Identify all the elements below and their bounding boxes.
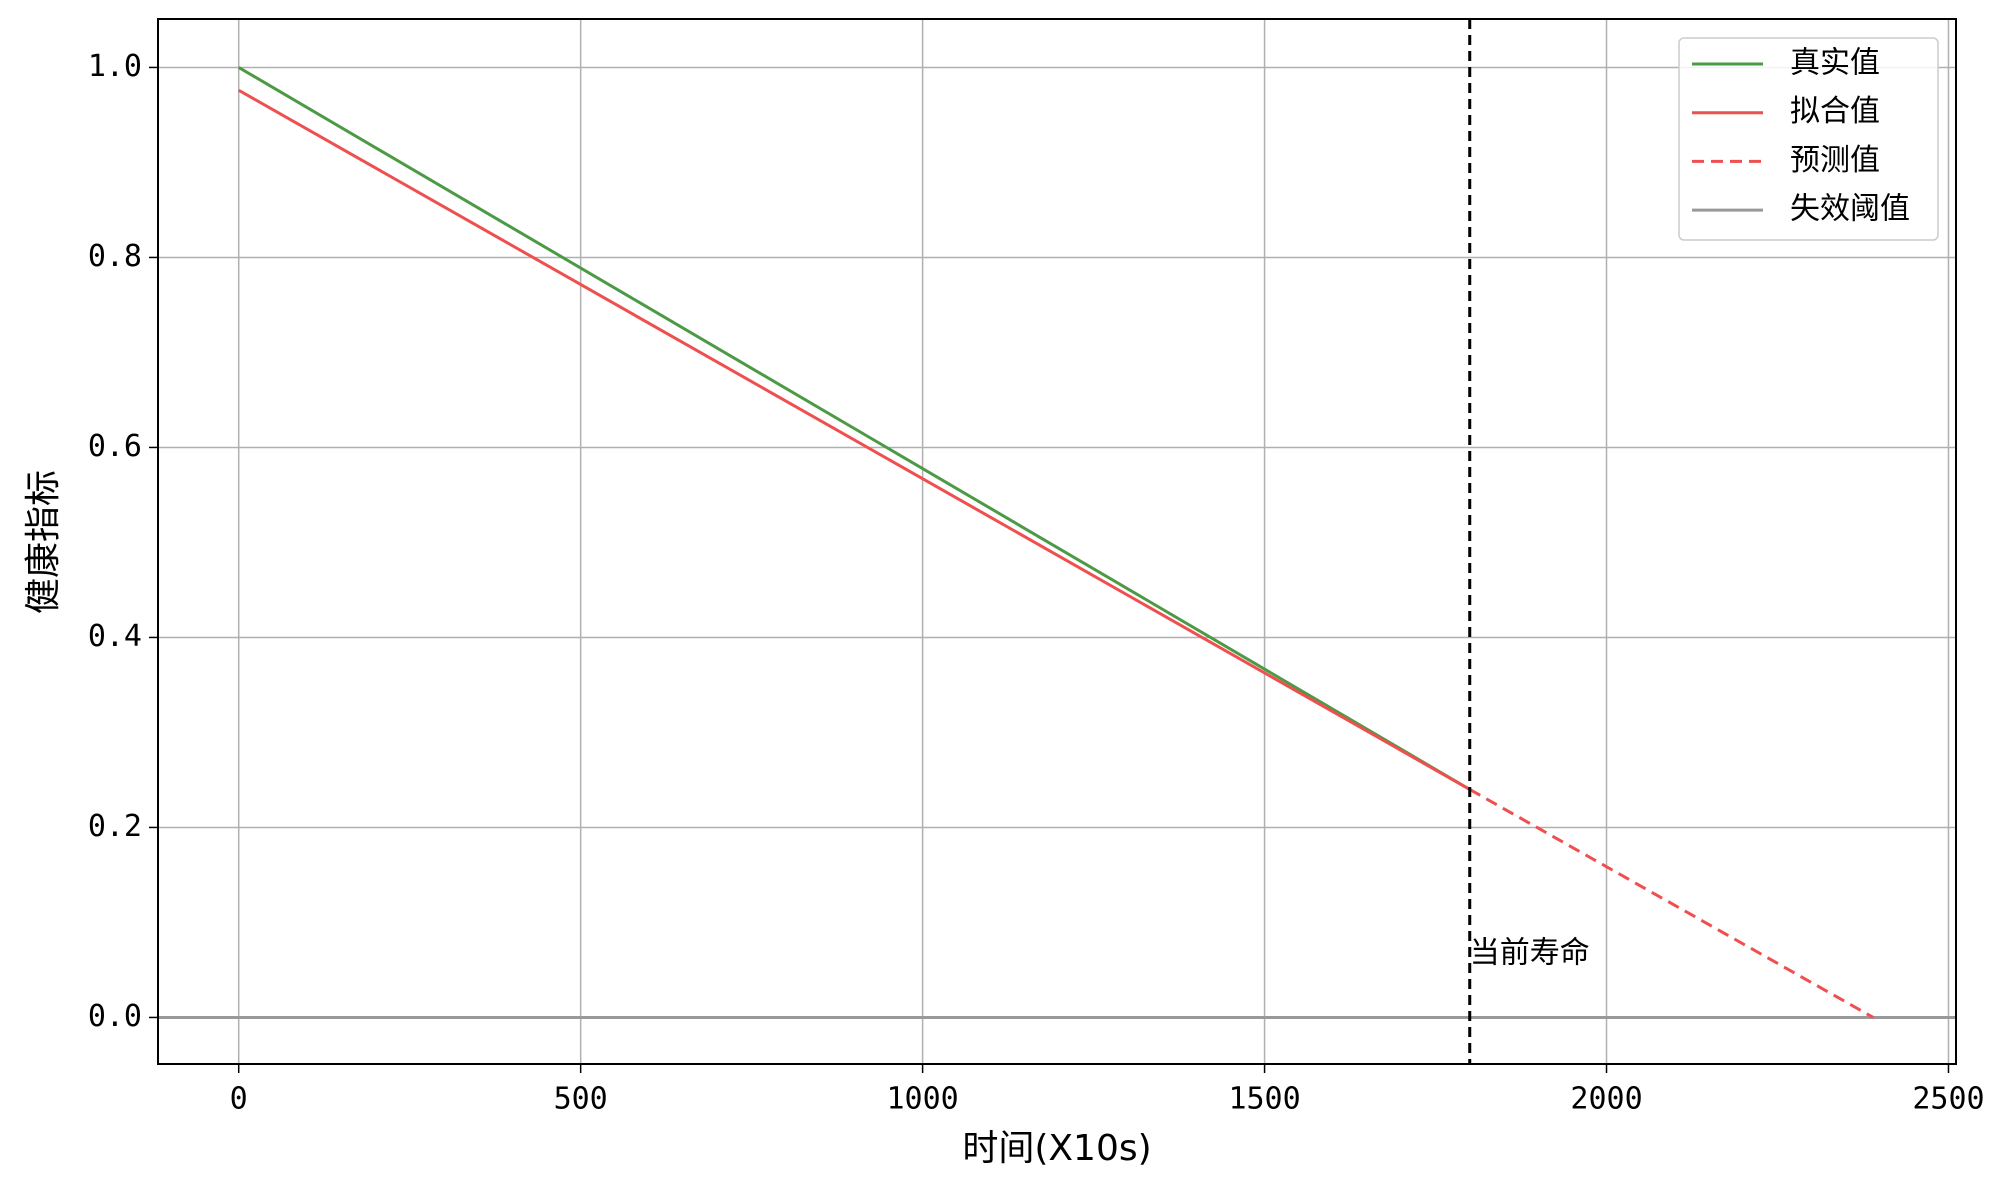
data-line (1469, 788, 1874, 1019)
legend-box (1678, 37, 1939, 241)
x-tick-label: 0 (230, 1082, 248, 1117)
x-tick-label: 500 (554, 1082, 608, 1117)
current-life-label: 当前寿命 (1470, 936, 1590, 971)
data-line (237, 66, 1471, 791)
y-tick-label: 0.4 (88, 619, 142, 654)
legend-label: 预测值 (1790, 143, 1880, 178)
x-tick-label: 2000 (1570, 1082, 1642, 1117)
plot-frame (157, 18, 1957, 1065)
legend-label: 真实值 (1790, 46, 1880, 81)
legend-label: 失效阈值 (1790, 192, 1910, 227)
x-axis-label: 时间(X10s) (962, 1128, 1151, 1169)
y-tick-label: 0.2 (88, 809, 142, 844)
y-tick-label: 0.0 (88, 999, 142, 1034)
x-tick-label: 1500 (1228, 1082, 1300, 1117)
x-tick-label: 1000 (886, 1082, 958, 1117)
y-axis-label: 健康指标 (23, 470, 64, 614)
data-line (237, 88, 1471, 791)
y-tick-label: 1.0 (88, 49, 142, 84)
x-tick-label: 2500 (1912, 1082, 1984, 1117)
legend-label: 拟合值 (1790, 94, 1880, 129)
y-tick-label: 0.8 (88, 239, 142, 274)
y-tick-label: 0.6 (88, 429, 142, 464)
